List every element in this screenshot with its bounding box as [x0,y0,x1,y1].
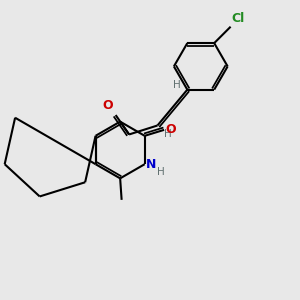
Text: O: O [103,99,113,112]
Text: O: O [166,123,176,136]
Text: N: N [146,158,157,171]
Text: H: H [157,167,164,177]
Text: H: H [173,80,181,90]
Text: Cl: Cl [232,13,245,26]
Text: H: H [164,129,172,139]
